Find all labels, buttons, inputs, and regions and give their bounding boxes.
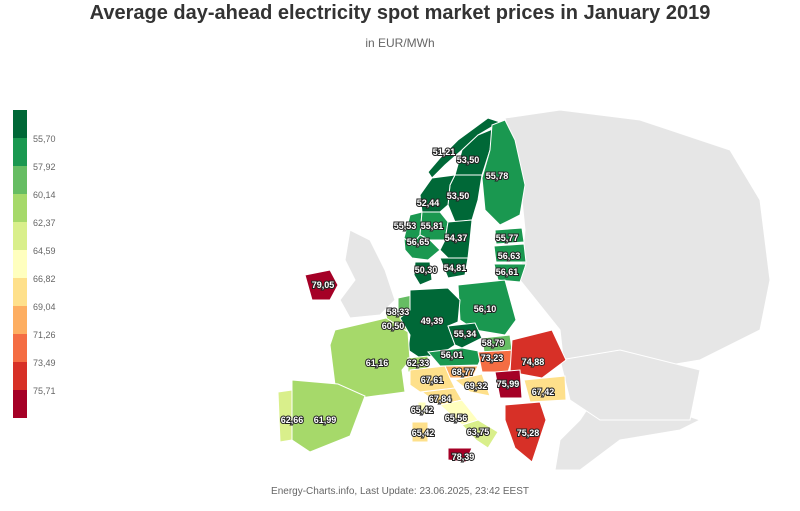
region-it-sici[interactable]: [447, 447, 473, 463]
legend-label: 71,26: [33, 330, 56, 340]
legend-bin: [13, 166, 27, 194]
chart-subtitle: in EUR/MWh: [365, 36, 435, 50]
legend-label: 73,49: [33, 358, 56, 368]
region-no3[interactable]: [419, 174, 456, 213]
region-value-label: 75,28: [517, 428, 540, 438]
region-value-label: 67,42: [532, 387, 555, 397]
region-dk1[interactable]: [413, 261, 433, 286]
region-value-label: 65,42: [412, 428, 435, 438]
region-value-label: 56,63: [498, 251, 521, 261]
region-value-label: 58,79: [482, 338, 505, 348]
legend-bin: [13, 306, 27, 334]
region-value-label: 50,30: [415, 265, 438, 275]
region-value-label: 61,99: [314, 415, 337, 425]
legend-label: 60,14: [33, 190, 56, 200]
region-value-label: 60,50: [382, 321, 405, 331]
region-value-label: 56,65: [407, 237, 430, 247]
region-ie[interactable]: [304, 269, 339, 301]
region-lt[interactable]: [493, 263, 527, 283]
region-value-label: 61,16: [366, 358, 389, 368]
legend-bin: [13, 222, 27, 250]
region-value-label: 73,23: [481, 353, 504, 363]
region-value-label: 79,05: [312, 280, 335, 290]
region-value-label: 54,81: [444, 263, 467, 273]
region-value-label: 65,56: [445, 413, 468, 423]
region-value-label: 62,66: [281, 415, 304, 425]
region-bg[interactable]: [523, 375, 567, 403]
region-it-sard2[interactable]: [411, 421, 429, 443]
region-value-label: 74,88: [522, 357, 545, 367]
region-it-s[interactable]: [461, 419, 499, 449]
region-value-label: 65,42: [411, 405, 434, 415]
legend-bin: [13, 390, 27, 418]
region-cz[interactable]: [447, 322, 483, 349]
legend-bin: [13, 278, 27, 306]
region-value-label: 55,81: [421, 221, 444, 231]
region-value-label: 55,34: [454, 329, 477, 339]
region-value-label: 68,77: [452, 367, 475, 377]
region-layer: [277, 117, 567, 463]
region-value-label: 55,77: [496, 233, 519, 243]
footer-credit: Energy-Charts.info, Last Update: 23.06.2…: [271, 486, 529, 497]
region-value-label: 56,61: [496, 267, 519, 277]
legend-bin: [13, 334, 27, 362]
region-value-label: 53,50: [457, 155, 480, 165]
region-value-label: 53,50: [447, 191, 470, 201]
region-lv[interactable]: [493, 243, 527, 263]
region-value-label: 51,21: [433, 147, 456, 157]
legend-bin: [13, 362, 27, 390]
region-se4[interactable]: [439, 257, 469, 279]
region-value-label: 78,39: [452, 452, 475, 462]
region-value-label: 69,32: [465, 381, 488, 391]
legend-label: 66,82: [33, 274, 56, 284]
region-value-label: 67,84: [429, 394, 452, 404]
region-value-label: 55,53: [394, 221, 417, 231]
region-gr[interactable]: [504, 401, 547, 463]
region-value-label: 52,44: [417, 198, 440, 208]
region-es[interactable]: [291, 379, 366, 453]
region-value-label: 56,01: [441, 350, 464, 360]
legend-label: 75,71: [33, 386, 56, 396]
region-fi[interactable]: [481, 119, 526, 226]
region-fr[interactable]: [329, 317, 411, 399]
legend-label: 64,59: [33, 246, 56, 256]
legend-bin: [13, 250, 27, 278]
background-land: [339, 109, 771, 471]
region-pl[interactable]: [457, 279, 517, 336]
region-value-label: 63,75: [467, 427, 490, 437]
legend-label: 69,04: [33, 302, 56, 312]
legend-label: 55,70: [33, 134, 56, 144]
region-value-label: 62,33: [407, 358, 430, 368]
legend-bin: [13, 110, 27, 138]
region-value-label: 56,10: [474, 304, 497, 314]
region-value-label: 55,78: [486, 171, 509, 181]
region-it-sard[interactable]: [417, 401, 427, 415]
legend-bin: [13, 138, 27, 166]
region-value-label: 75,99: [497, 379, 520, 389]
region-rs[interactable]: [494, 369, 523, 399]
region-value-label: 49,39: [421, 316, 444, 326]
region-ro[interactable]: [509, 329, 567, 379]
region-ee[interactable]: [494, 227, 525, 245]
region-value-label: 67,61: [421, 375, 444, 385]
chart-title: Average day-ahead electricity spot marke…: [89, 2, 711, 24]
region-hr[interactable]: [453, 373, 491, 397]
region-value-label: 58,33: [387, 307, 410, 317]
legend-label: 62,37: [33, 218, 56, 228]
legend-label: 57,92: [33, 162, 56, 172]
region-value-label: 54,37: [445, 233, 468, 243]
legend-bin: [13, 194, 27, 222]
